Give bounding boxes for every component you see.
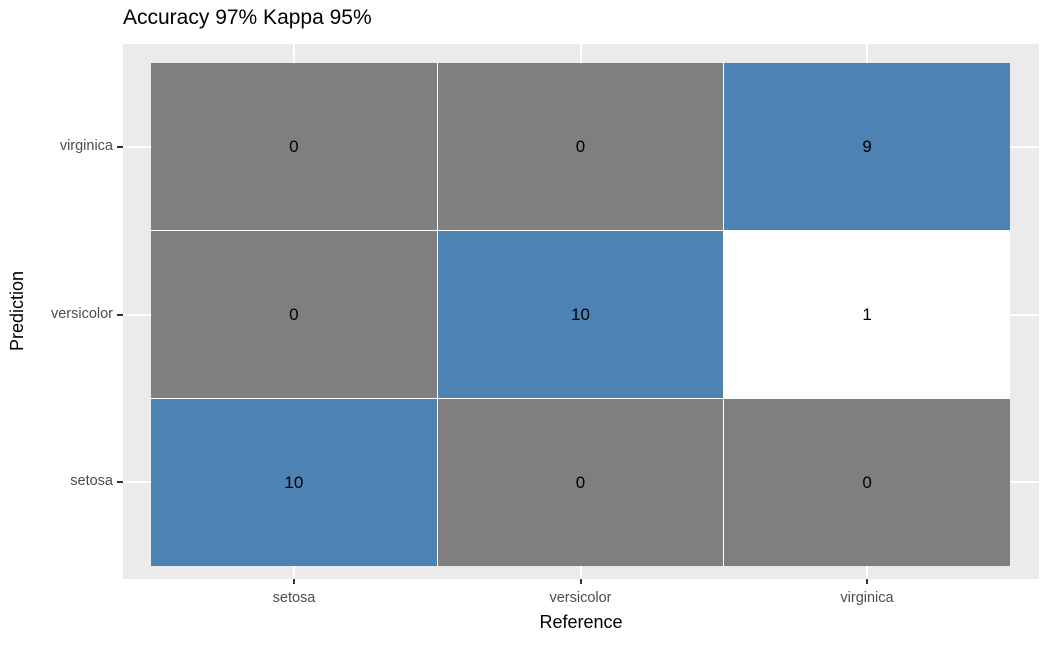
matrix-cell-versicolor-virginica: 1 xyxy=(724,231,1010,398)
x-axis-tick xyxy=(866,579,868,584)
x-axis-tick xyxy=(579,579,582,584)
matrix-cell-setosa-versicolor: 0 xyxy=(437,399,724,566)
y-axis-tick xyxy=(117,481,123,483)
x-axis-title: Reference xyxy=(539,612,623,632)
matrix-cell-virginica-versicolor: 0 xyxy=(437,63,724,230)
matrix-cell-virginica-virginica: 9 xyxy=(724,63,1010,230)
matrix-cell-setosa-setosa: 10 xyxy=(151,399,437,566)
x-axis-tick xyxy=(293,579,295,584)
x-tick-label-versicolor: versicolor xyxy=(549,590,612,606)
y-axis-title: Prediction xyxy=(7,270,27,352)
chart-title: Accuracy 97% Kappa 95% xyxy=(123,6,372,29)
matrix-cell-setosa-virginica: 0 xyxy=(724,399,1010,566)
y-tick-label-virginica: virginica xyxy=(59,138,113,154)
heatmap-tile-grid: 0 0 9 0 10 1 10 0 0 xyxy=(151,63,1010,566)
y-tick-label-versicolor: versicolor xyxy=(50,305,113,322)
x-tick-label-setosa: setosa xyxy=(272,590,316,606)
matrix-cell-versicolor-setosa: 0 xyxy=(151,231,437,398)
plot-panel: 0 0 9 0 10 1 10 0 0 xyxy=(123,44,1039,579)
y-axis-tick xyxy=(117,313,123,316)
matrix-cell-virginica-setosa: 0 xyxy=(151,63,437,230)
matrix-cell-versicolor-versicolor: 10 xyxy=(437,231,724,398)
x-tick-label-virginica: virginica xyxy=(840,590,894,606)
y-tick-label-setosa: setosa xyxy=(70,473,113,489)
y-axis-tick xyxy=(117,146,123,148)
